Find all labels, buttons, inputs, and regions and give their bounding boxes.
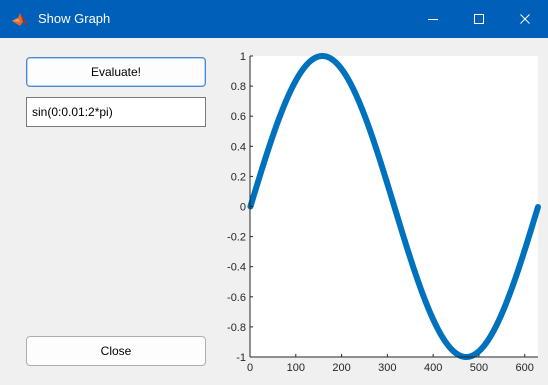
minimize-button[interactable]: [410, 0, 456, 38]
x-tick-label: 300: [378, 362, 396, 374]
y-tick-label: -0.4: [227, 262, 246, 274]
x-tick-label: 600: [516, 362, 534, 374]
evaluate-button[interactable]: Evaluate!: [26, 57, 206, 87]
x-tick-label: 0: [247, 362, 253, 374]
y-tick-label: -0.8: [227, 322, 246, 334]
close-button[interactable]: Close: [26, 336, 206, 366]
x-tick-label: 200: [332, 362, 350, 374]
y-tick-label: -0.6: [227, 292, 246, 304]
y-tick-label: -1: [236, 352, 246, 364]
close-window-button[interactable]: [502, 0, 548, 38]
y-tick-label: 0.2: [231, 171, 246, 183]
series-line: [247, 53, 541, 360]
close-icon: [520, 14, 530, 24]
y-tick-label: 0: [240, 202, 246, 214]
y-tick-label: 0.4: [231, 141, 246, 153]
title-bar[interactable]: Show Graph: [0, 0, 548, 38]
expression-input[interactable]: [26, 97, 206, 127]
x-tick-label: 400: [424, 362, 442, 374]
y-tick-label: 1: [240, 51, 246, 63]
maximize-button[interactable]: [456, 0, 502, 38]
y-tick-label: 0.6: [231, 111, 246, 123]
x-tick-label: 100: [287, 362, 305, 374]
window-title: Show Graph: [38, 11, 111, 26]
y-tick-label: 0.8: [231, 81, 246, 93]
minimize-icon: [428, 19, 438, 20]
x-tick-label: 500: [470, 362, 488, 374]
plot-axes[interactable]: 1 0.8 0.6 0.4 0.2 0 -0.2 -0.4 -0.6 -0.8 -1 0 100 200…: [220, 38, 548, 385]
maximize-icon: [474, 14, 484, 24]
y-tick-label: -0.2: [227, 232, 246, 244]
matlab-logo-icon: [12, 13, 28, 26]
